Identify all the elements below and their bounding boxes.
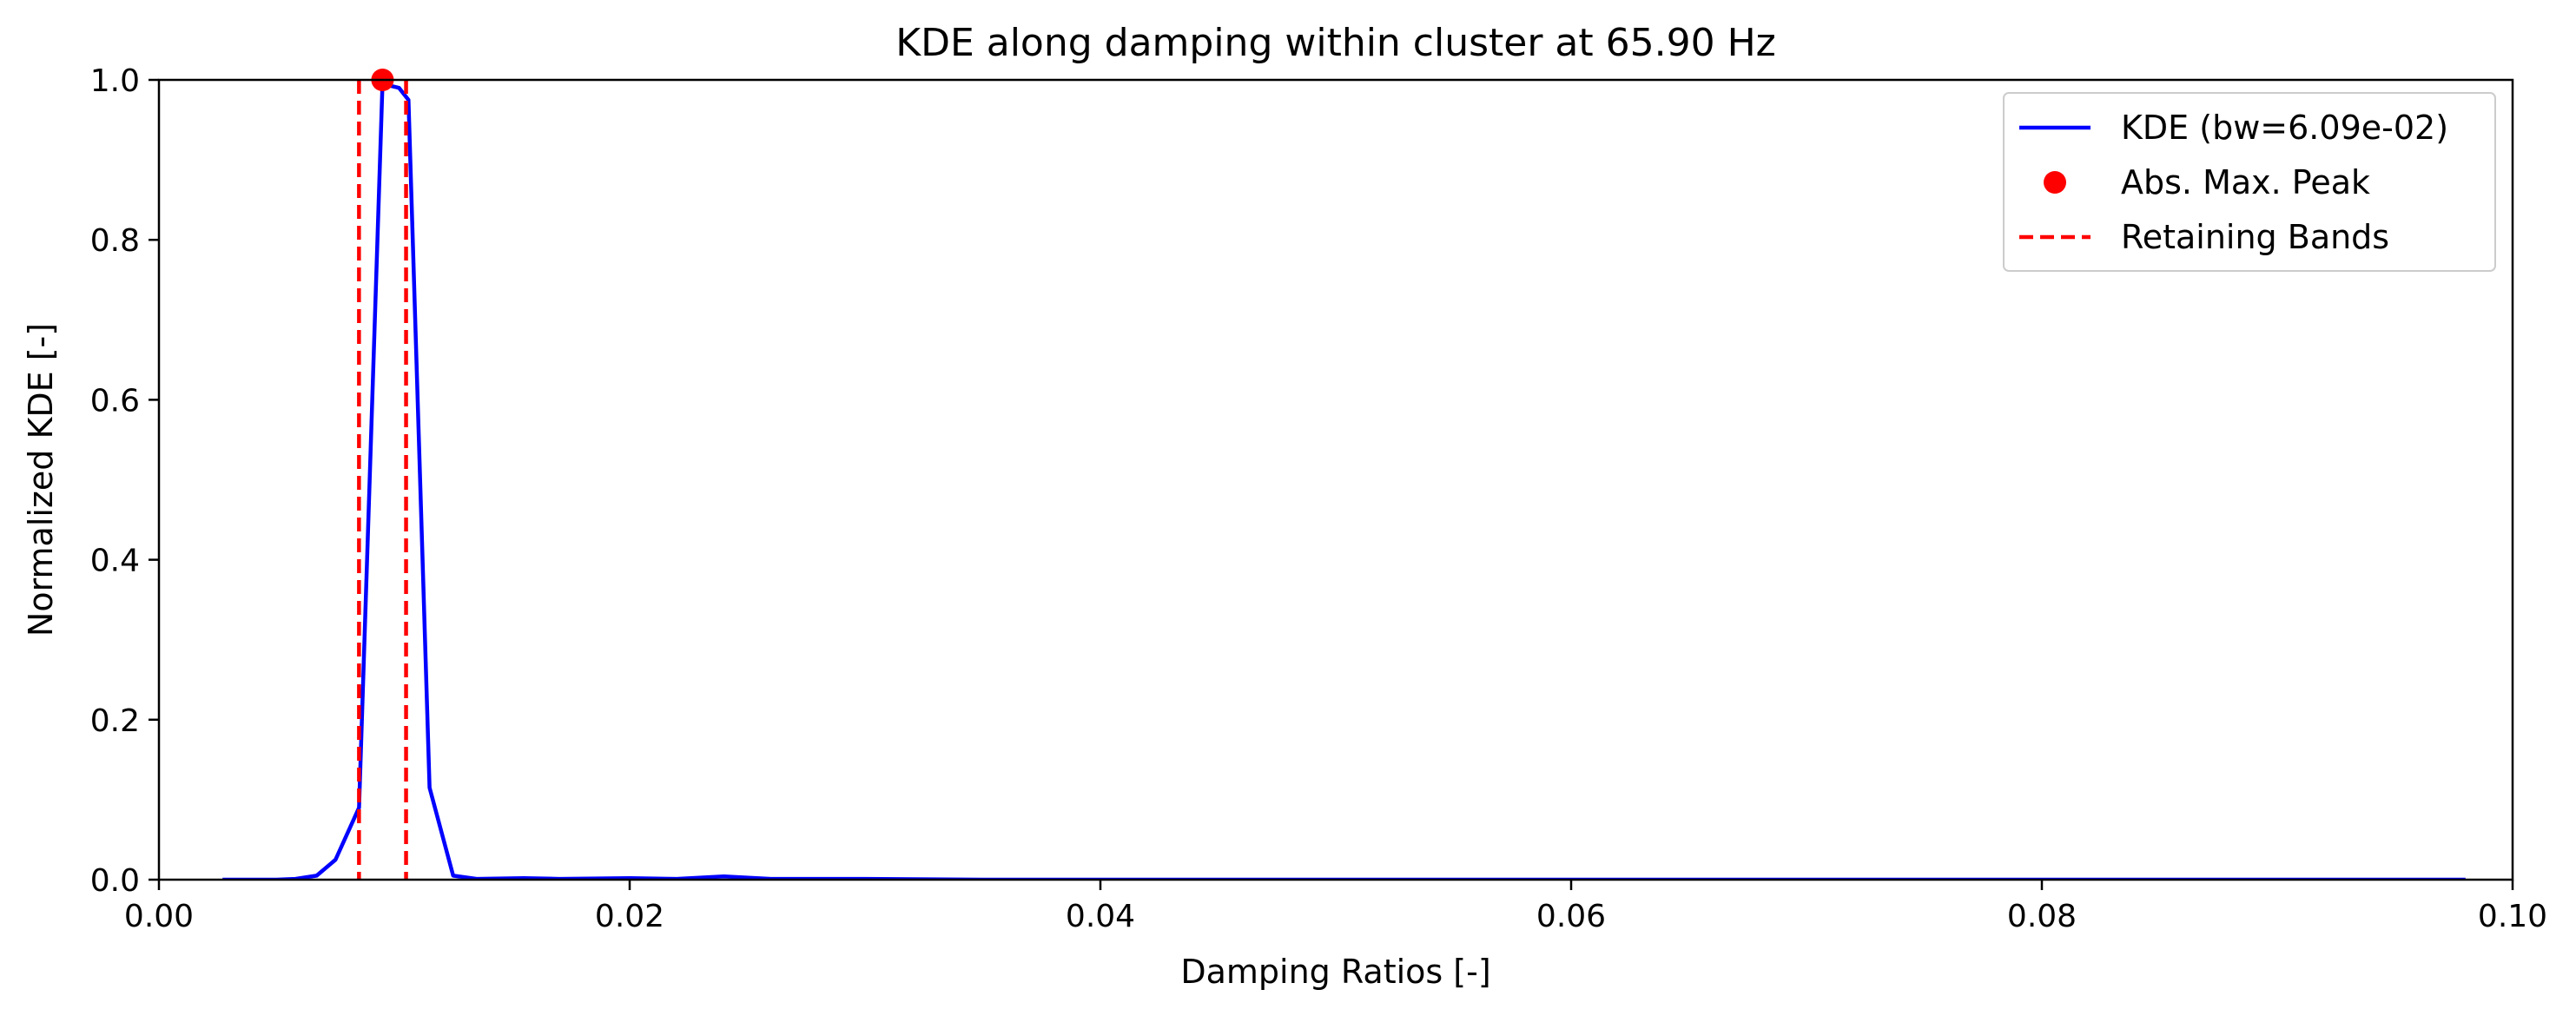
legend-label: Retaining Bands <box>2121 218 2389 256</box>
y-tick-label: 0.2 <box>90 703 140 739</box>
y-axis-label: Normalized KDE [-] <box>22 323 60 637</box>
x-tick-label: 0.04 <box>1066 899 1135 934</box>
x-axis-label: Damping Ratios [-] <box>1180 953 1490 991</box>
y-tick-label: 0.8 <box>90 223 140 259</box>
x-tick-label: 0.08 <box>2007 899 2077 934</box>
x-tick-label: 0.00 <box>124 899 194 934</box>
legend-peak-swatch <box>2044 171 2066 194</box>
legend: KDE (bw=6.09e-02) Abs. Max. Peak Retaining… <box>2003 92 2496 272</box>
legend-label: KDE (bw=6.09e-02) <box>2121 109 2448 147</box>
x-axis-ticks: 0.00 0.02 0.04 0.06 0.08 0.10 <box>124 880 2547 934</box>
y-tick-label: 0.4 <box>90 544 140 579</box>
y-tick-label: 1.0 <box>90 63 140 99</box>
x-tick-label: 0.02 <box>595 899 664 934</box>
plot-frame <box>157 78 2514 881</box>
y-axis-ticks: 0.0 0.2 0.4 0.6 0.8 1.0 <box>90 63 159 899</box>
y-tick-label: 0.6 <box>90 383 140 419</box>
legend-label: Abs. Max. Peak <box>2121 163 2370 201</box>
legend-box <box>2003 92 2496 272</box>
y-tick-label: 0.0 <box>90 863 140 899</box>
x-tick-label: 0.10 <box>2478 899 2547 934</box>
x-tick-label: 0.06 <box>1536 899 1606 934</box>
chart-title: KDE along damping within cluster at 65.9… <box>895 21 1776 65</box>
